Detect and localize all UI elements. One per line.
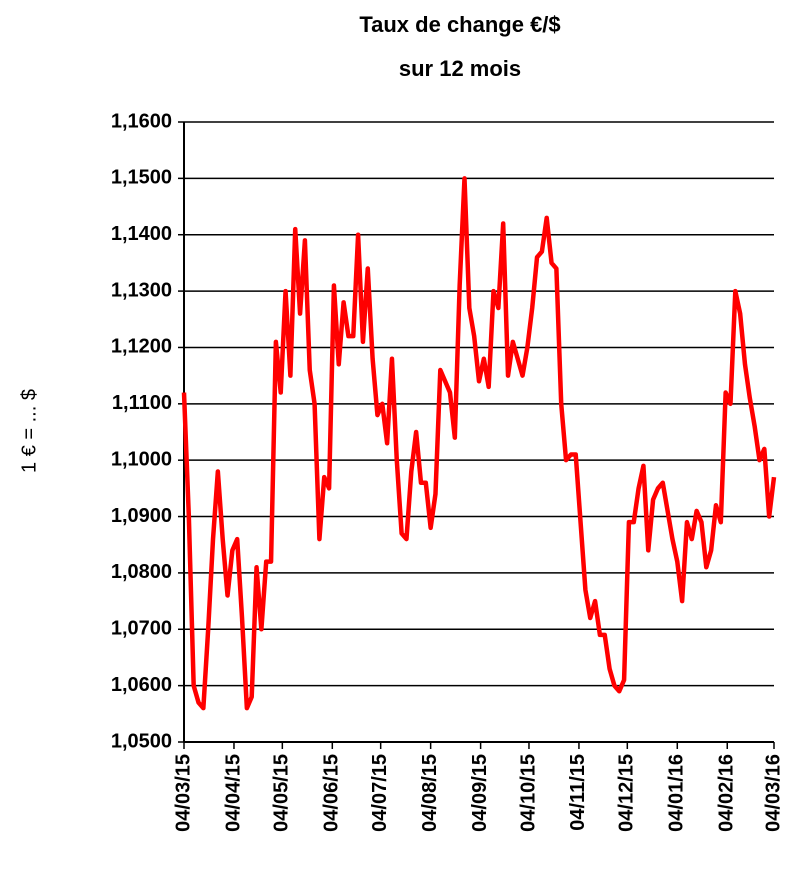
line-series <box>181 176 777 711</box>
x-tick-label: 04/03/16 <box>762 754 784 832</box>
y-tick-label: 1,0900 <box>111 505 172 527</box>
x-tick-label: 04/02/16 <box>716 754 738 832</box>
y-tick-label: 1,1400 <box>111 223 172 245</box>
x-tick-label: 04/03/15 <box>172 754 194 832</box>
y-tick-label: 1,0800 <box>111 561 172 583</box>
x-tick-label: 04/10/15 <box>517 754 539 832</box>
x-tick-label: 04/05/15 <box>271 754 293 832</box>
y-tick-label: 1,0700 <box>111 618 172 640</box>
y-axis-label: 1 € = ... $ <box>18 389 40 473</box>
x-tick-label: 04/07/15 <box>369 754 391 832</box>
x-tick-label: 04/12/15 <box>616 754 638 832</box>
x-tick-label: 04/09/15 <box>469 754 491 832</box>
y-tick-label: 1,1000 <box>111 448 172 470</box>
y-tick-label: 1,0600 <box>111 674 172 696</box>
chart-title: Taux de change €/$ <box>359 12 560 37</box>
x-tick-label: 04/06/15 <box>321 754 343 832</box>
chart-subtitle: sur 12 mois <box>399 56 521 81</box>
y-tick-label: 1,1600 <box>111 110 172 132</box>
y-tick-label: 1,1200 <box>111 336 172 358</box>
x-tick-label: 04/04/15 <box>222 754 244 832</box>
x-tick-label: 04/11/15 <box>567 754 589 831</box>
x-tick-label: 04/01/16 <box>666 754 688 832</box>
x-tick-label: 04/08/15 <box>419 754 441 832</box>
y-tick-label: 1,1500 <box>111 167 172 189</box>
y-tick-label: 1,0500 <box>111 730 172 752</box>
y-tick-label: 1,1100 <box>112 392 172 414</box>
y-tick-label: 1,1300 <box>111 279 172 301</box>
